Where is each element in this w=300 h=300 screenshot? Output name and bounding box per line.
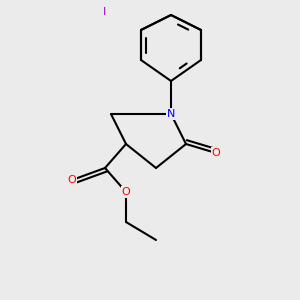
Text: O: O bbox=[212, 148, 220, 158]
Text: N: N bbox=[167, 109, 175, 119]
Text: I: I bbox=[103, 7, 106, 17]
Text: O: O bbox=[68, 175, 76, 185]
Text: O: O bbox=[122, 187, 130, 197]
